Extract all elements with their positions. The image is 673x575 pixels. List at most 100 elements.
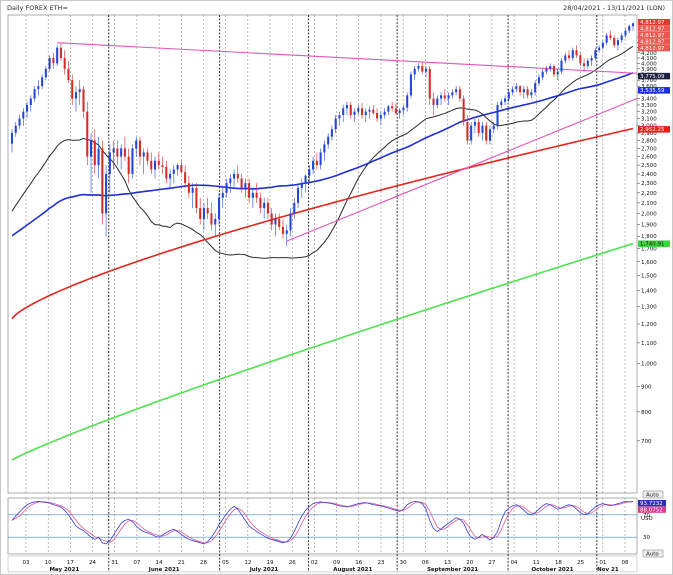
candle-body [59, 47, 62, 58]
candle-body [229, 178, 232, 184]
candle-body [586, 60, 589, 67]
price-tag [638, 240, 670, 247]
candle-body [221, 192, 224, 198]
oscillator-tick-label: 70 [643, 513, 650, 519]
price-tag [638, 72, 670, 80]
candle-body [530, 92, 533, 96]
moving-average-4 [11, 242, 634, 461]
x-day-label: 03 [23, 560, 30, 566]
x-day-label: 24 [89, 560, 96, 566]
candle-body [63, 57, 66, 69]
candle-body [244, 183, 247, 188]
moving-average-1 [11, 45, 634, 259]
candle-body [519, 86, 522, 93]
candle-body [274, 218, 277, 225]
candle-body [327, 136, 330, 145]
candle-body [473, 122, 476, 126]
price-tag [638, 87, 670, 94]
candle-body [394, 108, 397, 114]
candle-body [127, 156, 130, 174]
y-tick-label: 1,100 [641, 341, 657, 347]
candle-body [515, 86, 518, 90]
y-tick-label: 2,300 [641, 181, 657, 187]
date-range: 28/04/2021 - 13/11/2021 (LON) [563, 4, 665, 12]
candle-body [334, 118, 337, 130]
candle-body [443, 95, 446, 99]
x-month-label: May 2021 [49, 567, 79, 573]
candle-body [417, 66, 420, 69]
candle-body [248, 183, 251, 198]
candle-body [398, 110, 401, 114]
y-tick-label: 1,700 [641, 247, 657, 253]
x-day-label: 09 [333, 560, 340, 566]
candle-body [71, 80, 74, 99]
moving-averages [11, 45, 634, 461]
candle-body [131, 148, 134, 174]
y-tick-label: 800 [641, 410, 652, 416]
y-tick-label: 1,300 [641, 305, 657, 311]
x-day-label: 21 [178, 560, 185, 566]
price-tag-label: 1,740.91 [640, 241, 665, 247]
candle-body [33, 89, 36, 99]
price-tag-label: 2,952.25 [640, 127, 665, 133]
candle-body [101, 148, 104, 214]
oscillator-tag-label: 88.0752 [640, 508, 663, 514]
candle-body [18, 118, 21, 126]
candle-body [353, 111, 356, 116]
candle-body [270, 213, 273, 225]
y-tick-label: 2,700 [641, 146, 657, 152]
candle-body [616, 40, 619, 46]
x-axis: 03 10 17 24 31 07 14 21 28 05 12 19 26 02 09 16 23 30 06 13… [23, 560, 629, 573]
chart-title: Daily FOREX ETH= [7, 4, 68, 12]
candle-body [82, 89, 85, 112]
candle-body [451, 92, 454, 96]
oscillator-panel-border [7, 497, 638, 555]
y-tick-label: 1,200 [641, 322, 657, 328]
candle-body [14, 125, 17, 133]
candle-body [300, 183, 303, 188]
candle-body [511, 89, 514, 93]
y-axis: 700 800 900 1,000 1,100 1,200 1,300 1,400 1,500 1… [637, 36, 657, 445]
candle-body [52, 57, 55, 64]
candle-body [526, 89, 529, 96]
price-tag-label: 4,812.97 [640, 27, 665, 33]
candle-body [150, 160, 153, 170]
candle-body [240, 178, 243, 188]
x-month-label: September 2021 [427, 567, 478, 573]
candle-body [210, 213, 213, 225]
price-tag-label: 4,812.97 [640, 46, 665, 52]
candle-body [142, 152, 145, 157]
x-day-label: 02 [311, 560, 318, 566]
candle-body [488, 129, 492, 141]
x-month-label: July 2021 [249, 567, 279, 573]
y-tick-label: 3,300 [641, 103, 657, 109]
candle-body [500, 101, 503, 105]
candle-body [534, 83, 537, 93]
candle-body [116, 148, 119, 157]
candle-body [383, 111, 386, 116]
candle-body [413, 68, 416, 75]
oscillator-tag [638, 506, 666, 513]
date-axis-border [7, 555, 638, 573]
candle-body [391, 106, 394, 109]
x-day-label: 30 [400, 560, 407, 566]
candle-body [605, 35, 608, 43]
candle-body [138, 140, 141, 157]
candle-body [86, 111, 89, 157]
candle-body [345, 104, 348, 109]
y-tick-label: 2,500 [641, 163, 657, 169]
candle-body [153, 160, 157, 170]
price-tags: 4,812.974,812.974,812.974,812.974,812.97… [638, 19, 670, 499]
candle-body [263, 202, 266, 209]
x-day-label: 23 [377, 560, 384, 566]
candle-body [492, 125, 495, 130]
candle-body [225, 183, 228, 193]
moving-average-3 [11, 127, 634, 320]
candle-body [387, 106, 390, 112]
x-day-label: 11 [533, 560, 540, 566]
candle-body [123, 148, 126, 157]
x-day-label: 07 [133, 560, 140, 566]
